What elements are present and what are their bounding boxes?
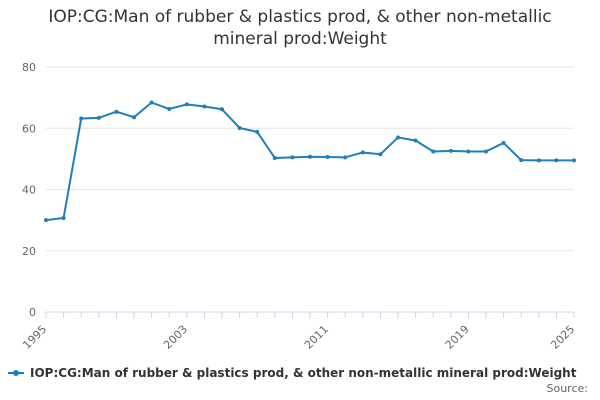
x-tick-label: 2025 — [548, 323, 577, 352]
source-label: Source: — [546, 382, 589, 395]
data-point[interactable] — [448, 148, 453, 153]
legend-item[interactable]: IOP:CG:Man of rubber & plastics prod, & … — [8, 364, 576, 382]
data-point[interactable] — [325, 155, 330, 160]
data-point[interactable] — [360, 150, 365, 155]
data-point[interactable] — [61, 215, 66, 220]
data-point[interactable] — [96, 115, 101, 120]
data-point[interactable] — [184, 102, 189, 107]
data-point[interactable] — [572, 158, 576, 163]
data-point[interactable] — [466, 149, 471, 154]
data-point[interactable] — [519, 158, 524, 163]
data-point[interactable] — [501, 140, 506, 145]
x-tick-label: 2019 — [443, 323, 472, 352]
y-tick-label: 0 — [29, 306, 36, 319]
legend-marker-icon — [8, 368, 24, 378]
data-point[interactable] — [396, 135, 400, 140]
legend-label: IOP:CG:Man of rubber & plastics prod, & … — [30, 366, 577, 380]
x-tick-label: 1995 — [20, 323, 49, 352]
y-tick-label: 20 — [22, 245, 36, 258]
y-tick-label: 60 — [22, 122, 36, 135]
data-point[interactable] — [343, 155, 348, 160]
data-point[interactable] — [149, 100, 154, 105]
x-tick-label: 2003 — [161, 323, 190, 352]
chart-title: IOP:CG:Man of rubber & plastics prod, & … — [0, 6, 600, 50]
data-point[interactable] — [220, 107, 224, 112]
data-point[interactable] — [255, 129, 260, 134]
data-point[interactable] — [272, 155, 277, 160]
chart-title-line-1: IOP:CG:Man of rubber & plastics prod, & … — [48, 7, 552, 27]
data-point[interactable] — [308, 154, 312, 159]
data-point[interactable] — [290, 155, 295, 160]
x-axis — [45, 311, 575, 318]
data-point[interactable] — [536, 158, 541, 163]
data-point[interactable] — [554, 158, 559, 163]
gridlines — [46, 66, 574, 252]
y-axis-labels: 0 20 40 60 80 — [22, 61, 36, 319]
series-line — [45, 101, 574, 222]
data-point[interactable] — [484, 149, 488, 154]
data-point[interactable] — [413, 138, 418, 143]
data-point[interactable] — [378, 152, 383, 157]
y-tick-label: 40 — [22, 184, 36, 197]
data-point[interactable] — [237, 125, 242, 130]
data-point[interactable] — [167, 106, 172, 111]
data-point[interactable] — [44, 218, 48, 223]
series-line-group — [44, 100, 576, 223]
chart-title-line-2: mineral prod:Weight — [213, 29, 387, 49]
data-point[interactable] — [114, 109, 119, 114]
x-tick-label: 2011 — [302, 323, 331, 352]
data-point[interactable] — [431, 149, 436, 154]
data-point[interactable] — [132, 115, 136, 120]
x-axis-labels: 1995 2003 2011 2019 2025 — [20, 323, 577, 352]
data-point[interactable] — [202, 104, 207, 109]
data-point[interactable] — [79, 116, 84, 121]
y-tick-label: 80 — [22, 61, 36, 74]
